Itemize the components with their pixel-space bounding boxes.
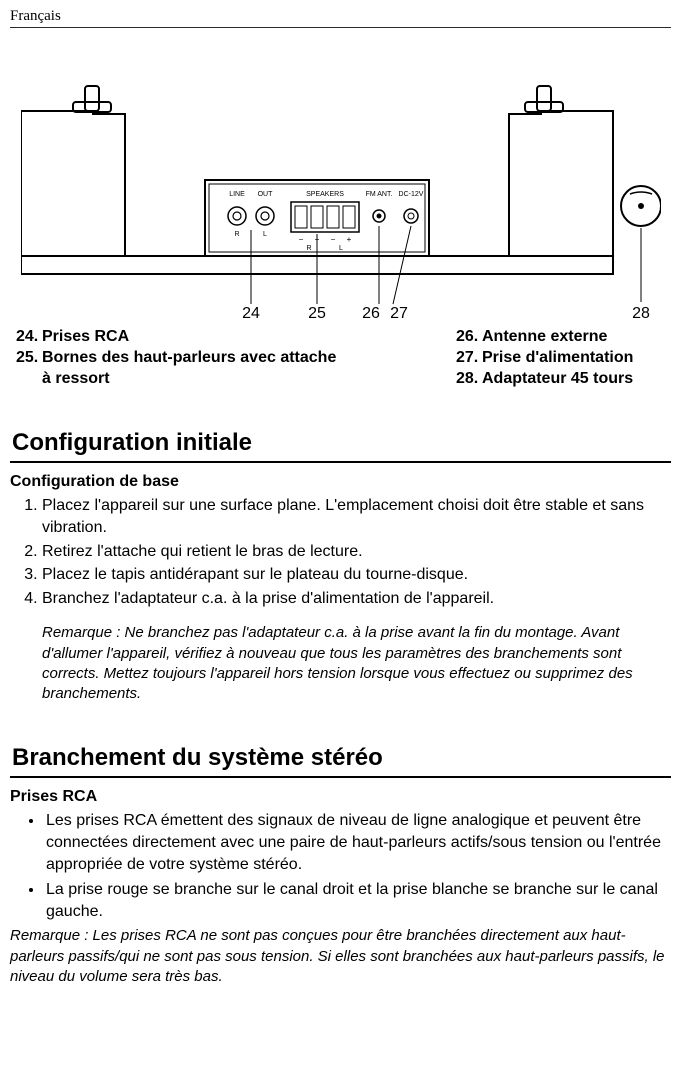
- legend-item: 26. Antenne externe: [456, 327, 633, 348]
- label-out: OUT: [257, 191, 273, 198]
- legend-text: Prise d'alimentation: [482, 348, 633, 369]
- legend-num: 26.: [456, 327, 482, 348]
- callout-legend: 24. Prises RCA 25. Bornes des haut-parle…: [10, 327, 671, 389]
- label-minus2: −: [330, 235, 335, 244]
- callout-27: 27: [390, 305, 408, 321]
- step-item: Placez l'appareil sur une surface plane.…: [42, 495, 671, 538]
- legend-item: 24. Prises RCA: [16, 327, 366, 348]
- legend-text: Antenne externe: [482, 327, 607, 348]
- callout-26: 26: [362, 305, 380, 321]
- label-r1: R: [234, 231, 239, 238]
- legend-text: Prises RCA: [42, 327, 129, 348]
- stereo-bullets: Les prises RCA émettent des signaux de n…: [10, 810, 671, 922]
- label-dc: DC-12V: [398, 191, 423, 198]
- header-divider: [10, 27, 671, 28]
- section-configuration-subtitle: Configuration de base: [10, 473, 671, 491]
- header-language: Français: [10, 8, 671, 27]
- legend-num: 27.: [456, 348, 482, 369]
- stereo-footnote: Remarque : Les prises RCA ne sont pas co…: [10, 926, 671, 987]
- label-r2: R: [306, 245, 311, 252]
- configuration-note: Remarque : Ne branchez pas l'adaptateur …: [10, 623, 671, 704]
- label-speakers: SPEAKERS: [306, 191, 344, 198]
- callout-col-left: 24. Prises RCA 25. Bornes des haut-parle…: [16, 327, 366, 389]
- legend-num: 28.: [456, 369, 482, 390]
- callout-25: 25: [308, 305, 326, 321]
- legend-item: 27. Prise d'alimentation: [456, 348, 633, 369]
- label-line: LINE: [229, 191, 245, 198]
- product-diagram: LINE OUT SPEAKERS FM ANT. DC-12V R L − +…: [10, 46, 671, 321]
- callout-col-right: 26. Antenne externe 27. Prise d'alimenta…: [456, 327, 633, 389]
- label-fm: FM ANT.: [365, 191, 392, 198]
- label-l1: L: [263, 231, 267, 238]
- callout-28: 28: [632, 305, 650, 321]
- section-configuration-title: Configuration initiale: [10, 429, 671, 457]
- step-item: Placez le tapis antidérapant sur le plat…: [42, 564, 671, 586]
- section-stereo-subtitle: Prises RCA: [10, 788, 671, 806]
- section-stereo-title: Branchement du système stéréo: [10, 744, 671, 772]
- label-plus2: +: [346, 235, 351, 244]
- label-l2: L: [339, 245, 343, 252]
- legend-item: 28. Adaptateur 45 tours: [456, 369, 633, 390]
- section-divider: [10, 776, 671, 778]
- legend-item: 25. Bornes des haut-parleurs avec attach…: [16, 348, 366, 390]
- legend-text: Adaptateur 45 tours: [482, 369, 633, 390]
- section-divider: [10, 461, 671, 463]
- bullet-item: La prise rouge se branche sur le canal d…: [44, 879, 671, 922]
- legend-num: 24.: [16, 327, 42, 348]
- legend-num: 25.: [16, 348, 42, 390]
- step-item: Retirez l'attache qui retient le bras de…: [42, 541, 671, 563]
- rear-panel-svg: LINE OUT SPEAKERS FM ANT. DC-12V R L − +…: [21, 46, 661, 321]
- callout-24: 24: [242, 305, 260, 321]
- bullet-item: Les prises RCA émettent des signaux de n…: [44, 810, 671, 875]
- label-minus1: −: [298, 235, 303, 244]
- configuration-steps: Placez l'appareil sur une surface plane.…: [10, 495, 671, 609]
- legend-text: Bornes des haut-parleurs avec attache à …: [42, 348, 342, 390]
- step-item: Branchez l'adaptateur c.a. à la prise d'…: [42, 588, 671, 610]
